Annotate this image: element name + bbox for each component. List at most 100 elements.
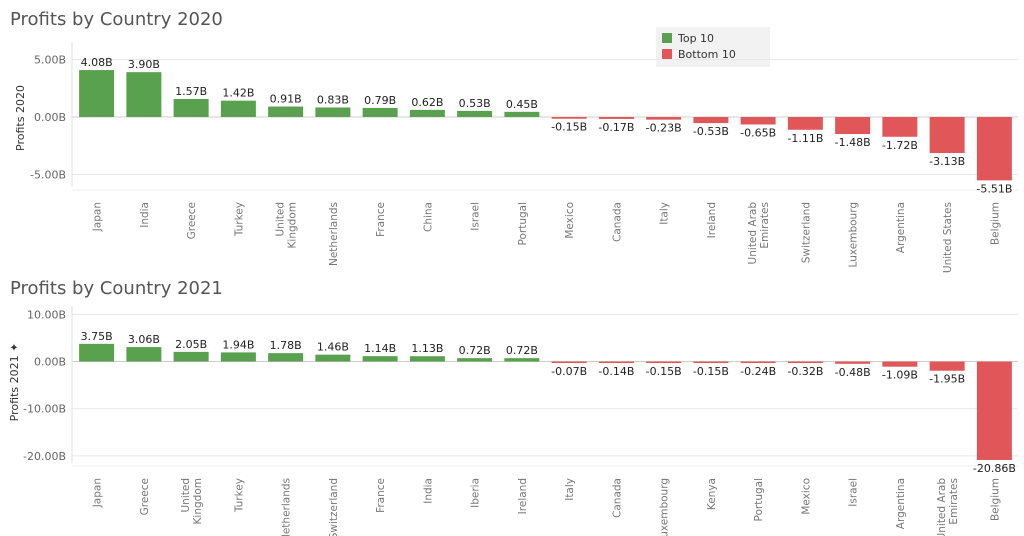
bar-luxembourg[interactable] — [646, 361, 682, 364]
bar-belgium[interactable] — [976, 361, 1012, 460]
y-tick-label: 5.00B — [34, 54, 66, 67]
data-label: 0.62B — [411, 96, 443, 109]
data-label: 1.42B — [222, 87, 254, 100]
data-label: -5.51B — [976, 182, 1012, 195]
x-tick-label: France — [375, 478, 387, 513]
bar-israel[interactable] — [457, 110, 493, 117]
bar-japan[interactable] — [79, 70, 115, 117]
x-tick-label: Mexico — [564, 202, 576, 239]
y-axis-title: Profits 2020 — [14, 85, 27, 151]
bar-switzerland[interactable] — [315, 354, 351, 362]
x-tick-label: Greece — [186, 202, 198, 239]
bar-greece[interactable] — [126, 347, 162, 362]
bar-luxembourg[interactable] — [835, 117, 871, 135]
x-tick-label: United — [275, 202, 287, 237]
bar-mexico[interactable] — [551, 117, 587, 119]
bar-argentina[interactable] — [882, 361, 918, 367]
data-label: 2.05B — [175, 338, 207, 351]
data-label: 4.08B — [81, 56, 113, 69]
x-tick-label: Canada — [611, 202, 623, 242]
bar-portugal[interactable] — [504, 111, 540, 117]
legend-label-bottom: Bottom 10 — [678, 47, 736, 61]
bar-united-states[interactable] — [929, 117, 965, 153]
bar-canada[interactable] — [598, 117, 634, 119]
bar-united-kingdom[interactable] — [268, 106, 304, 117]
x-tick-label: Switzerland — [800, 202, 812, 263]
bar-greece[interactable] — [173, 98, 209, 117]
data-label: 0.72B — [459, 344, 491, 357]
data-label: 3.06B — [128, 333, 160, 346]
y-tick-label: -5.00B — [30, 169, 66, 182]
x-tick-label: Japan — [92, 202, 104, 232]
data-label: 1.46B — [317, 341, 349, 354]
bar-china[interactable] — [409, 109, 445, 117]
data-label: -1.72B — [882, 139, 918, 152]
x-tick-label: Canada — [611, 478, 623, 518]
data-label: -20.86B — [973, 462, 1016, 475]
bar-italy[interactable] — [551, 361, 587, 364]
data-label: 0.72B — [506, 344, 538, 357]
legend-label-top: Top 10 — [678, 31, 715, 45]
bar-united-arab-emirates[interactable] — [740, 117, 776, 125]
bar-united-arab-emirates[interactable] — [929, 361, 965, 371]
x-tick-label: Belgium — [989, 202, 1001, 245]
bar-mexico[interactable] — [787, 361, 823, 364]
x-tick-label: Italy — [564, 478, 576, 501]
bar-netherlands[interactable] — [315, 107, 351, 117]
bar-kenya[interactable] — [693, 361, 729, 364]
x-tick-label: India — [139, 202, 151, 228]
bar-ireland[interactable] — [504, 358, 540, 362]
data-label: -0.23B — [646, 122, 682, 135]
data-label: 0.53B — [459, 97, 491, 110]
x-tick-label: India — [422, 478, 434, 504]
data-label: 0.79B — [364, 94, 396, 107]
bar-france[interactable] — [362, 356, 398, 362]
y-tick-label: 0.00B — [34, 111, 66, 124]
bar-turkey[interactable] — [220, 100, 256, 117]
bar-india[interactable] — [126, 72, 162, 117]
bar-netherlands[interactable] — [268, 353, 304, 362]
bar-united-kingdom[interactable] — [173, 351, 209, 362]
bar-india[interactable] — [409, 356, 445, 362]
x-tick-label: Argentina — [895, 202, 907, 253]
data-label: -0.07B — [551, 365, 587, 378]
x-tick-label: United Arab — [936, 478, 948, 536]
y-tick-label: 10.00B — [27, 308, 66, 321]
bar-canada[interactable] — [598, 361, 634, 364]
x-tick-label: Ireland — [517, 478, 529, 514]
data-label: 3.90B — [128, 58, 160, 71]
bar-belgium[interactable] — [976, 117, 1012, 181]
data-label: -1.09B — [882, 369, 918, 382]
bar-france[interactable] — [362, 107, 398, 117]
bar-iberia[interactable] — [457, 358, 493, 362]
bar-turkey[interactable] — [220, 352, 256, 362]
bar-ireland[interactable] — [693, 117, 729, 124]
data-label: 0.91B — [270, 93, 302, 106]
bar-italy[interactable] — [646, 117, 682, 120]
legend-item-top[interactable]: Top 10 — [662, 31, 714, 45]
chart-title-2021: Profits by Country 2021 — [10, 278, 223, 299]
x-tick-label: Luxembourg — [659, 478, 671, 536]
legend-item-bottom[interactable]: Bottom 10 — [662, 47, 736, 61]
data-label: 3.75B — [81, 330, 113, 343]
y-tick-label: -10.00B — [23, 403, 66, 416]
bar-switzerland[interactable] — [787, 117, 823, 130]
x-tick-label: Italy — [659, 202, 671, 225]
x-tick-label: Emirates — [948, 478, 960, 525]
x-tick-label: Kingdom — [192, 478, 204, 524]
bar-japan[interactable] — [79, 343, 115, 362]
chart-title-2020: Profits by Country 2020 — [10, 9, 223, 30]
x-tick-label: Netherlands — [281, 478, 293, 536]
x-tick-label: Portugal — [753, 478, 765, 522]
x-tick-label: Turkey — [233, 202, 245, 237]
bar-israel[interactable] — [835, 361, 871, 364]
x-tick-label: Ireland — [706, 202, 718, 238]
data-label: 0.45B — [506, 98, 538, 111]
x-tick-label: Emirates — [759, 202, 771, 249]
data-label: -1.11B — [787, 132, 823, 145]
data-label: 1.13B — [411, 342, 443, 355]
data-label: 0.83B — [317, 93, 349, 106]
bar-argentina[interactable] — [882, 117, 918, 137]
bar-portugal[interactable] — [740, 361, 776, 364]
x-tick-label: Portugal — [517, 202, 529, 246]
